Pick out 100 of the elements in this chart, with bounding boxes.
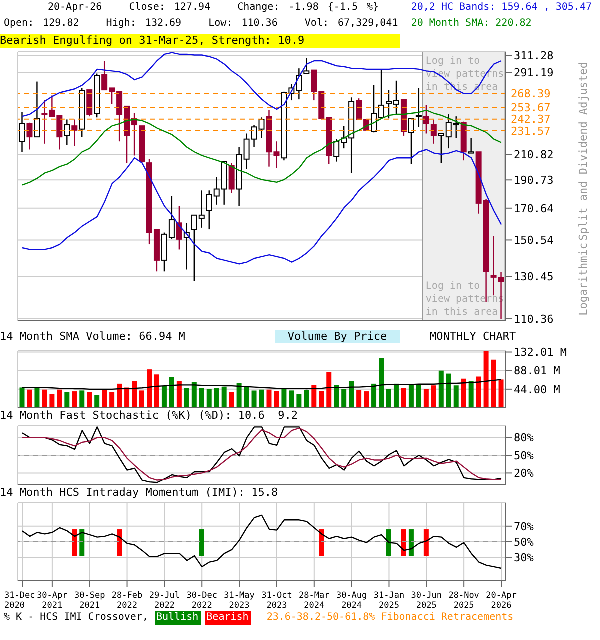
bar xyxy=(34,388,40,408)
y-tick-label: 130.45 xyxy=(514,270,554,284)
bar xyxy=(379,358,384,408)
bar xyxy=(372,384,377,408)
line-series xyxy=(22,514,502,570)
bar xyxy=(424,389,429,408)
bar xyxy=(252,390,257,408)
y-tick-label: 170.64 xyxy=(514,202,554,216)
candlestick xyxy=(304,58,310,74)
bar xyxy=(349,381,354,408)
y-tick-label: 70% xyxy=(514,520,534,534)
chart-title: 14 Month HCS Intraday Momentum (IMI): 15.8 xyxy=(0,486,280,499)
bar xyxy=(416,384,422,408)
line-series xyxy=(22,379,502,390)
bar xyxy=(491,360,496,408)
text: 20,2 HC Bands: 159.64 , 305.47 xyxy=(411,2,592,14)
bar xyxy=(334,385,340,408)
bar xyxy=(304,390,310,408)
x-tick-label: 30-Apr 2021 xyxy=(37,591,68,611)
bar xyxy=(244,386,250,408)
bar xyxy=(364,392,370,408)
candlestick xyxy=(19,112,26,153)
y-tick-label: 20% xyxy=(514,467,534,480)
bar xyxy=(454,386,459,408)
x-tick-label: 20-Apr 2026 xyxy=(486,591,517,611)
bar xyxy=(468,381,474,408)
bar xyxy=(342,389,347,408)
bar xyxy=(20,388,25,408)
bar xyxy=(461,378,466,408)
ref-line-label: 268.39 xyxy=(511,87,551,100)
y-tick-label: 50% xyxy=(514,449,534,462)
y-tick-label: 80% xyxy=(514,432,534,445)
candlestick xyxy=(416,88,422,128)
bar xyxy=(289,390,294,408)
bar xyxy=(132,381,138,408)
line-series xyxy=(22,149,502,265)
bar xyxy=(476,376,482,408)
bar xyxy=(50,394,55,408)
y-tick-label: 291.19 xyxy=(514,66,554,80)
candlestick xyxy=(26,122,33,150)
y-tick-label: 190.73 xyxy=(514,174,554,188)
candlestick xyxy=(468,138,474,154)
x-tick-label: 30-Sep 2021 xyxy=(74,591,106,611)
bar xyxy=(192,382,197,408)
bar xyxy=(117,384,122,408)
x-tick-label: 28-Mar 2024 xyxy=(299,591,330,611)
bar xyxy=(259,390,264,408)
y-tick-label: 210.82 xyxy=(514,148,554,162)
bar xyxy=(484,351,489,408)
bar xyxy=(64,392,70,408)
x-tick-label: 28-Nov 2025 xyxy=(448,591,480,611)
x-tick-label: 31-Jan 2025 xyxy=(374,591,405,611)
y-tick-label: 110.36 xyxy=(514,312,554,326)
bar xyxy=(431,386,436,408)
y-tick-label: 132.01 M xyxy=(514,346,568,360)
bar xyxy=(169,377,174,408)
y-axis-title: Split and Dividend Adjusted xyxy=(577,62,590,241)
y-tick-label: 311.28 xyxy=(514,50,554,63)
bar xyxy=(57,390,62,408)
bar xyxy=(446,374,452,408)
ref-line-label: 242.37 xyxy=(511,113,551,126)
bar xyxy=(438,370,444,408)
bar xyxy=(184,388,190,408)
chart-subtitle: Open: 129.82 High: 132.69 Low: 110.36 Vol: 67,329,041 xyxy=(4,18,398,30)
bar xyxy=(176,381,182,408)
bar xyxy=(319,391,324,408)
text: % K - HCS IMI Crossover, xyxy=(3,611,150,625)
bar xyxy=(27,390,32,408)
candlestick xyxy=(72,119,78,147)
bar xyxy=(87,392,92,408)
bar xyxy=(214,388,220,408)
text: Logarithmic xyxy=(577,243,590,316)
x-tick-label: 30-Aug 2024 xyxy=(336,591,368,611)
text: 23.6-38.2-50-61.8% Fibonacci Retracements xyxy=(266,611,515,625)
candlestick xyxy=(228,162,235,194)
candlestick xyxy=(430,119,437,145)
bar xyxy=(102,390,108,408)
bar xyxy=(222,386,227,408)
text: MONTHLY CHART xyxy=(430,330,516,343)
bar xyxy=(266,390,272,408)
line-series xyxy=(22,52,502,118)
bar xyxy=(199,388,204,408)
text: Bearish xyxy=(204,611,251,625)
bar xyxy=(140,390,145,408)
bar xyxy=(326,372,332,408)
text: Bearish Engulfing on 31-Mar-25, Strength: 10.9 xyxy=(0,34,400,48)
bar xyxy=(110,392,115,408)
text: Bullish xyxy=(154,611,201,625)
candlestick xyxy=(408,118,414,165)
bar xyxy=(162,386,167,408)
x-tick-label: 31-Oct 2023 xyxy=(262,591,292,611)
bar xyxy=(236,384,242,408)
bar xyxy=(296,394,302,408)
chart-title: 14 Month SMA Volume: 66.94 M xyxy=(0,330,186,343)
ref-line-label: 231.57 xyxy=(511,124,551,138)
x-tick-label: 28-Feb 2022 xyxy=(112,591,143,611)
text: 20 Month SMA: 220.82 xyxy=(411,18,533,30)
y-tick-label: 50% xyxy=(514,536,534,549)
x-tick-label: 30-Jun 2025 xyxy=(411,591,442,611)
x-tick-label: 31-May 2023 xyxy=(224,591,255,611)
